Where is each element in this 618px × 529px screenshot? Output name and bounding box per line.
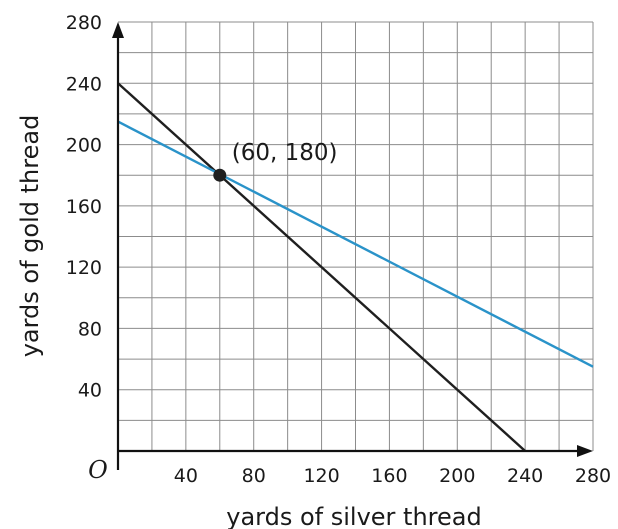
intersection-point bbox=[213, 168, 227, 182]
x-tick-label: 160 bbox=[371, 465, 407, 487]
y-axis-arrow bbox=[112, 22, 124, 38]
axes bbox=[112, 22, 593, 470]
y-axis-label: yards of gold thread bbox=[16, 115, 44, 358]
grid bbox=[118, 21, 594, 451]
y-tick-label: 120 bbox=[66, 257, 102, 279]
tick-labels: 40 80 120 160 200 240 280 40 80 120 160 200 240 280 bbox=[66, 12, 611, 487]
y-tick-label: 40 bbox=[78, 380, 102, 402]
series-layer bbox=[117, 82, 594, 452]
y-tick-label: 200 bbox=[66, 135, 102, 157]
x-axis-arrow bbox=[577, 445, 593, 457]
x-tick-label: 120 bbox=[303, 465, 339, 487]
y-tick-label: 160 bbox=[66, 196, 102, 218]
series-line-2 bbox=[117, 120, 594, 368]
x-axis-label: yards of silver thread bbox=[226, 503, 481, 529]
x-tick-label: 200 bbox=[439, 465, 475, 487]
intersection-label: (60, 180) bbox=[232, 140, 338, 166]
y-tick-label: 80 bbox=[78, 318, 102, 340]
y-tick-label: 240 bbox=[66, 73, 102, 95]
annotation-layer: (60, 180) bbox=[213, 140, 338, 182]
x-tick-label: 280 bbox=[575, 465, 611, 487]
x-tick-label: 240 bbox=[507, 465, 543, 487]
origin-label: O bbox=[88, 456, 108, 484]
x-tick-label: 80 bbox=[242, 465, 266, 487]
series-line-1 bbox=[117, 82, 526, 452]
y-tick-label: 280 bbox=[66, 12, 102, 34]
x-tick-label: 40 bbox=[174, 465, 198, 487]
